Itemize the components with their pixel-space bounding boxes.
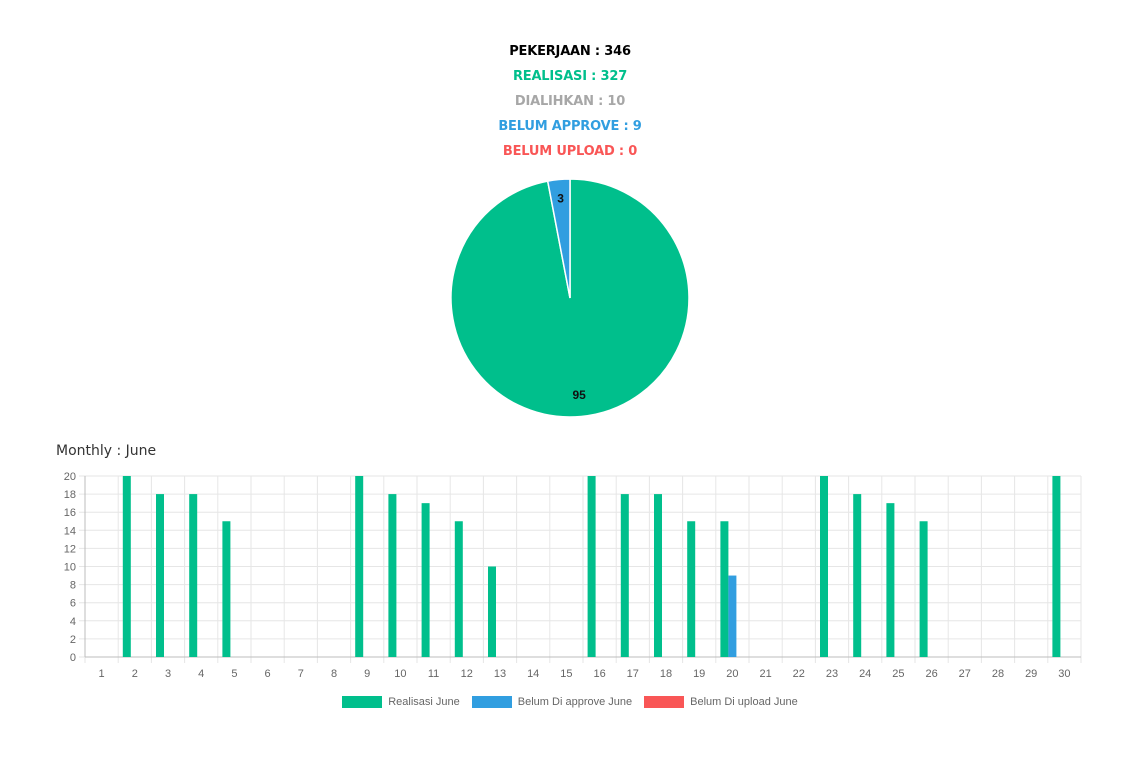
y-tick-label: 20 xyxy=(64,471,76,483)
x-tick-label: 5 xyxy=(231,668,237,680)
legend-swatch-upload xyxy=(644,696,685,708)
x-tick-label: 8 xyxy=(331,668,337,680)
bar-realisasi-day-4[interactable] xyxy=(189,494,198,657)
y-tick-label: 8 xyxy=(70,580,76,592)
y-tick-label: 14 xyxy=(64,525,76,537)
legend-swatch-realisasi xyxy=(342,696,383,708)
bar-realisasi-day-2[interactable] xyxy=(122,476,131,657)
stat-belum-approve: BELUM APPROVE : 9 xyxy=(498,119,642,134)
legend-swatch-approve xyxy=(471,696,512,708)
bar-realisasi-day-18[interactable] xyxy=(654,494,662,657)
bar-realisasi-day-20[interactable] xyxy=(720,521,729,657)
monthly-title: Monthly : June xyxy=(56,443,157,459)
y-tick-label: 4 xyxy=(70,616,76,628)
bar-realisasi-day-23[interactable] xyxy=(820,476,828,657)
x-tick-label: 20 xyxy=(726,668,738,680)
x-tick-label: 10 xyxy=(394,668,406,680)
bar-realisasi-day-10[interactable] xyxy=(388,494,397,657)
legend-item-realisasi[interactable]: Realisasi June xyxy=(342,696,460,708)
legend-item-approve[interactable]: Belum Di approve June xyxy=(471,696,633,708)
x-tick-label: 11 xyxy=(428,668,439,680)
bar-legend: Realisasi June Belum Di approve June Bel… xyxy=(0,696,1140,708)
x-tick-label: 26 xyxy=(925,668,937,680)
x-tick-label: 12 xyxy=(461,668,473,680)
x-tick-label: 13 xyxy=(494,668,506,680)
legend-label-upload: Belum Di upload June xyxy=(690,696,798,708)
x-tick-label: 15 xyxy=(560,668,572,680)
bar-realisasi-day-13[interactable] xyxy=(488,566,496,658)
pie-label-3: 3 xyxy=(557,191,564,205)
x-tick-label: 25 xyxy=(892,668,904,680)
x-tick-label: 3 xyxy=(165,668,171,680)
stats-summary: PEKERJAAN : 346 REALISASI : 327 DIALIHKA… xyxy=(0,42,1140,167)
bar-approve-day-20[interactable] xyxy=(728,575,737,657)
y-tick-label: 18 xyxy=(64,489,76,501)
x-tick-label: 17 xyxy=(627,668,639,680)
x-tick-label: 14 xyxy=(527,668,539,680)
x-tick-label: 30 xyxy=(1058,668,1070,680)
x-tick-label: 7 xyxy=(298,668,304,680)
x-tick-label: 21 xyxy=(759,668,771,680)
x-tick-label: 24 xyxy=(859,668,871,680)
bar-realisasi-day-5[interactable] xyxy=(222,521,231,657)
x-tick-label: 1 xyxy=(99,668,105,680)
x-tick-label: 4 xyxy=(198,668,204,680)
x-tick-label: 18 xyxy=(660,668,672,680)
stat-belum-upload: BELUM UPLOAD : 0 xyxy=(502,144,638,159)
pie-chart: 95 3 xyxy=(450,178,690,418)
x-tick-label: 6 xyxy=(265,668,271,680)
bar-realisasi-day-17[interactable] xyxy=(620,494,629,657)
x-tick-label: 16 xyxy=(593,668,605,680)
bar-realisasi-day-12[interactable] xyxy=(454,521,463,657)
y-tick-label: 12 xyxy=(64,543,76,555)
pie-label-95: 95 xyxy=(573,388,587,402)
stat-total: PEKERJAAN : 346 xyxy=(509,44,631,59)
bar-realisasi-day-30[interactable] xyxy=(1052,476,1061,657)
bar-realisasi-day-19[interactable] xyxy=(687,521,696,657)
legend-label-approve: Belum Di approve June xyxy=(517,696,633,708)
pie-slice-3[interactable] xyxy=(546,178,571,299)
bar-realisasi-day-11[interactable] xyxy=(421,503,430,657)
x-tick-label: 2 xyxy=(132,668,138,680)
x-tick-label: 29 xyxy=(1025,668,1037,680)
stat-realisasi: REALISASI : 327 xyxy=(512,69,628,84)
bar-realisasi-day-9[interactable] xyxy=(355,476,364,657)
bar-realisasi-day-24[interactable] xyxy=(853,494,862,657)
y-tick-label: 6 xyxy=(70,598,76,610)
y-tick-label: 2 xyxy=(70,634,76,646)
stat-dialihkan: DIALIHKAN : 10 xyxy=(514,94,626,109)
legend-item-upload[interactable]: Belum Di upload June xyxy=(644,696,798,708)
x-tick-label: 28 xyxy=(992,668,1004,680)
y-tick-label: 16 xyxy=(64,507,76,519)
bar-realisasi-day-16[interactable] xyxy=(587,476,596,657)
x-tick-label: 27 xyxy=(959,668,971,680)
bar-realisasi-day-26[interactable] xyxy=(919,521,928,657)
x-tick-label: 19 xyxy=(693,668,705,680)
bar-realisasi-day-3[interactable] xyxy=(156,494,164,657)
x-tick-label: 9 xyxy=(364,668,370,680)
y-tick-label: 10 xyxy=(64,562,76,574)
x-tick-label: 22 xyxy=(793,668,805,680)
x-tick-label: 23 xyxy=(826,668,838,680)
bar-realisasi-day-25[interactable] xyxy=(886,503,895,657)
legend-label-realisasi: Realisasi June xyxy=(388,696,460,708)
y-tick-label: 0 xyxy=(70,652,76,664)
